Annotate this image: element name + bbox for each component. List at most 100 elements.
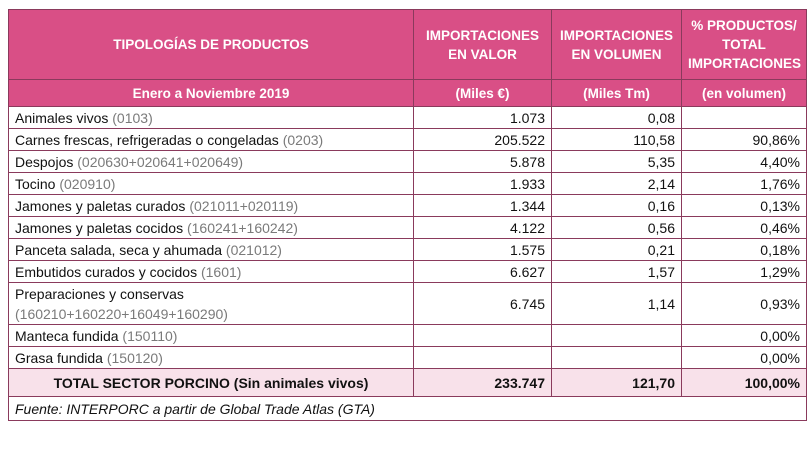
header-units-row: Enero a Noviembre 2019 (Miles €) (Miles … [8,79,807,107]
value-cell: 1.933 [413,172,552,195]
total-label: TOTAL SECTOR PORCINO (Sin animales vivos… [8,368,414,397]
product-cell: Panceta salada, seca y ahumada (021012) [8,238,414,261]
header-share-line1: % PRODUCTOS/ [691,18,797,33]
total-value: 233.747 [413,368,552,397]
volume-cell [551,324,682,347]
table-row: Tocino (020910) 1.933 2,14 1,76% [8,172,807,195]
table-row: Jamones y paletas cocidos (160241+160242… [8,216,807,239]
source-note: Fuente: INTERPORC a partir de Global Tra… [8,396,807,421]
value-cell [413,324,552,347]
volume-cell: 0,56 [551,216,682,239]
product-name: Preparaciones y conservas [15,285,184,302]
table-row: Preparaciones y conservas (160210+160220+… [8,282,807,325]
product-code: (150120) [106,349,163,366]
product-cell: Embutidos curados y cocidos (1601) [8,260,414,283]
volume-cell: 1,14 [551,282,682,325]
pct-cell: 1,29% [681,260,807,283]
imports-table-container: TIPOLOGÍAS DE PRODUCTOS IMPORTACIONES EN… [8,9,807,421]
value-cell: 5.878 [413,150,552,173]
table-row: Despojos (020630+020641+020649) 5.878 5,35… [8,150,807,173]
volume-cell: 0,21 [551,238,682,261]
total-volume: 121,70 [551,368,682,397]
product-name: Jamones y paletas curados [15,197,186,214]
table-row: Jamones y paletas curados (021011+020119… [8,194,807,217]
header-share-line2: TOTAL [722,37,766,52]
header-unit-volume: (Miles Tm) [551,79,682,107]
product-code: (160210+160220+16049+160290) [15,305,228,322]
product-cell: Jamones y paletas curados (021011+020119… [8,194,414,217]
imports-table: TIPOLOGÍAS DE PRODUCTOS IMPORTACIONES EN… [8,9,807,421]
product-name: Tocino [15,175,56,192]
product-code: (1601) [200,263,242,280]
header-import-volume-line1: IMPORTACIONES [559,27,673,43]
pct-cell: 0,00% [681,346,807,369]
header-import-value: IMPORTACIONES EN VALOR [413,9,552,80]
value-cell: 1.073 [413,106,552,129]
product-name: Jamones y paletas cocidos [15,219,184,236]
pct-cell: 90,86% [681,128,807,151]
product-name: Manteca fundida [15,327,119,344]
product-name: Carnes frescas, refrigeradas o congelada… [15,131,279,148]
product-code: (021012) [225,241,282,258]
pct-cell: 0,93% [681,282,807,325]
product-cell: Jamones y paletas cocidos (160241+160242… [8,216,414,239]
table-row: Embutidos curados y cocidos (1601) 6.627 1… [8,260,807,283]
pct-cell [681,106,807,129]
product-code: (0103) [112,109,153,126]
table-row: Grasa fundida (150120) 0,00% [8,346,807,369]
product-code: (160241+160242) [186,219,298,236]
header-share: % PRODUCTOS/ TOTAL IMPORTACIONES [681,9,807,80]
header-import-volume-line2: EN VOLUMEN [571,46,662,62]
product-cell: Animales vivos (0103) [8,106,414,129]
volume-cell: 1,57 [551,260,682,283]
pct-cell: 0,13% [681,194,807,217]
volume-cell [551,346,682,369]
value-cell: 6.745 [413,282,552,325]
product-cell: Despojos (020630+020641+020649) [8,150,414,173]
pct-cell: 0,46% [681,216,807,239]
product-code: (020630+020641+020649) [77,153,244,170]
table-body: Animales vivos (0103) 1.073 0,08 Carnes fre… [8,106,807,369]
header-period: Enero a Noviembre 2019 [8,79,414,107]
header-import-value-line2: EN VALOR [448,46,517,62]
volume-cell: 0,08 [551,106,682,129]
product-cell: Grasa fundida (150120) [8,346,414,369]
header-import-volume: IMPORTACIONES EN VOLUMEN [551,9,682,80]
value-cell: 6.627 [413,260,552,283]
product-name: Grasa fundida [15,349,103,366]
source-row: Fuente: INTERPORC a partir de Global Tra… [8,396,807,421]
table-row: Manteca fundida (150110) 0,00% [8,324,807,347]
product-code: (0203) [282,131,324,148]
product-name: Despojos [15,153,74,170]
product-name: Animales vivos [15,109,109,126]
product-code: (020910) [59,175,116,192]
volume-cell: 0,16 [551,194,682,217]
pct-cell: 0,18% [681,238,807,261]
pct-cell: 0,00% [681,324,807,347]
product-cell: Carnes frescas, refrigeradas o congelada… [8,128,414,151]
header-import-value-line1: IMPORTACIONES [425,27,539,43]
value-cell [413,346,552,369]
product-name: Embutidos curados y cocidos [15,263,198,280]
header-row: TIPOLOGÍAS DE PRODUCTOS IMPORTACIONES EN… [8,9,807,80]
header-share-line3: IMPORTACIONES [688,56,802,71]
header-product-types: TIPOLOGÍAS DE PRODUCTOS [8,9,414,80]
header-unit-value: (Miles €) [413,79,552,107]
product-cell: Tocino (020910) [8,172,414,195]
table-row: Carnes frescas, refrigeradas o congelada… [8,128,807,151]
product-cell: Manteca fundida (150110) [8,324,414,347]
pct-cell: 1,76% [681,172,807,195]
value-cell: 4.122 [413,216,552,239]
volume-cell: 2,14 [551,172,682,195]
table-row: Animales vivos (0103) 1.073 0,08 [8,106,807,129]
value-cell: 1.344 [413,194,552,217]
volume-cell: 5,35 [551,150,682,173]
total-row: TOTAL SECTOR PORCINO (Sin animales vivos… [8,368,807,397]
product-code: (021011+020119) [189,197,299,214]
table-row: Panceta salada, seca y ahumada (021012) 1… [8,238,807,261]
value-cell: 205.522 [413,128,552,151]
product-name: Panceta salada, seca y ahumada [15,241,223,258]
pct-cell: 4,40% [681,150,807,173]
volume-cell: 110,58 [551,128,682,151]
total-pct: 100,00% [681,368,807,397]
